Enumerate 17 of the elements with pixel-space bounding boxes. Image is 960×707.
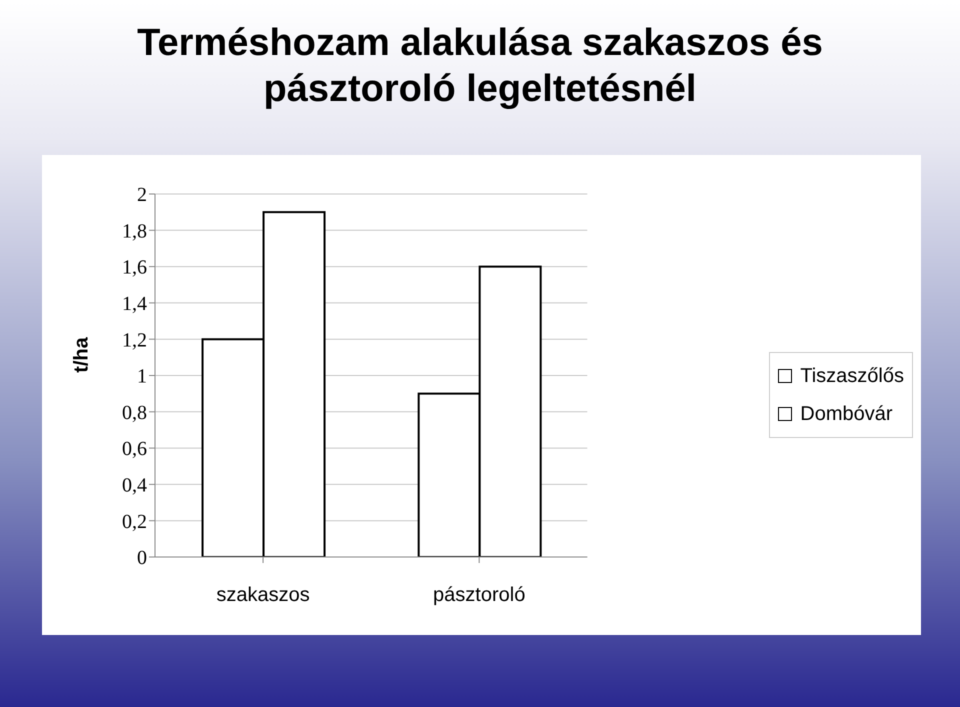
- x-tick-label: szakaszos: [216, 584, 310, 606]
- y-tick-label: 0,8: [122, 402, 147, 424]
- y-tick-label: 1,2: [122, 329, 147, 352]
- y-tick-label: 0,6: [122, 438, 147, 460]
- chart-title: Terméshozam alakulása szakaszos és pásztoroló legeltetésnél: [136, 21, 824, 112]
- y-tick-label: 0,2: [122, 510, 147, 533]
- legend-label: Dombóvár: [800, 402, 893, 427]
- legend-label: Tiszaszőlős: [800, 364, 904, 389]
- y-tick-label: 1,8: [122, 220, 147, 242]
- y-tick-label: 0,4: [122, 474, 147, 496]
- y-tick-label: 1,6: [122, 256, 147, 279]
- x-tick-label: pásztoroló: [433, 584, 526, 606]
- y-tick-label: 2: [137, 184, 147, 206]
- y-tick-label: 1,4: [122, 293, 147, 315]
- y-tick-label: 1: [137, 366, 147, 388]
- y-axis-title: t/ha: [70, 337, 94, 373]
- y-tick-label: 0: [137, 547, 147, 570]
